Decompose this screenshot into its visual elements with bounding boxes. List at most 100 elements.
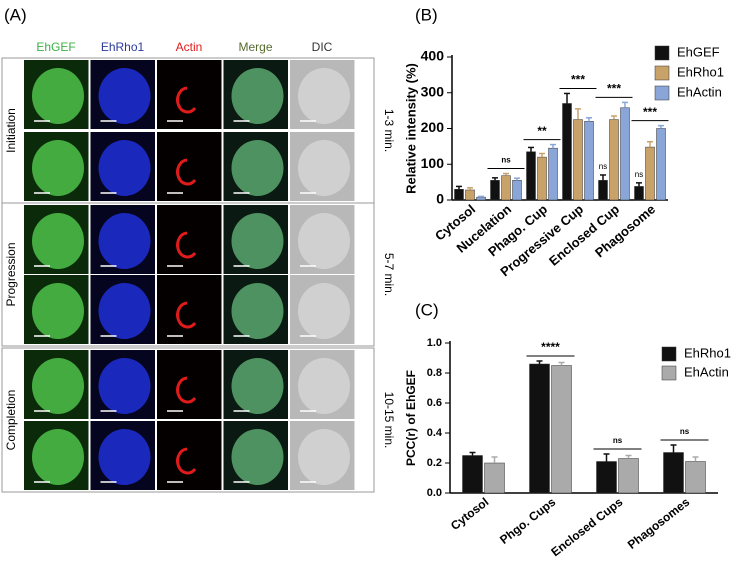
significance: *** [607, 82, 621, 96]
bar [656, 128, 666, 201]
cell [98, 283, 151, 339]
micrograph [157, 132, 222, 201]
significance: ns [613, 436, 623, 445]
bar [596, 461, 617, 494]
y-tick-label: 0.8 [427, 367, 442, 379]
y-axis-label: PCC(r) of EhGEF [404, 370, 418, 466]
cell [98, 213, 151, 269]
x-tick-label: Enclosed Cups [548, 495, 625, 560]
micrograph [157, 205, 222, 274]
x-tick-label: Phgo. Cups [497, 495, 558, 547]
bar [484, 462, 505, 494]
actin-signal [176, 158, 197, 186]
cell [32, 358, 84, 414]
y-tick-label: 0 [436, 191, 444, 207]
bar [454, 189, 464, 201]
x-tick-label: Cytosol [448, 495, 491, 533]
bar [501, 175, 511, 201]
significance: ns [599, 162, 607, 171]
legend-label: EhActin [684, 364, 729, 379]
bar [548, 147, 558, 201]
significance: ns [635, 170, 643, 179]
significance: **** [541, 340, 560, 354]
bar [584, 121, 594, 201]
cell [231, 213, 284, 269]
bar [620, 107, 630, 201]
cell [32, 213, 84, 269]
column-header: DIC [312, 40, 333, 54]
y-tick-label: 200 [421, 119, 445, 135]
y-tick-label: 0.4 [427, 427, 443, 439]
panel-label: (A) [4, 5, 27, 24]
bar [609, 119, 619, 201]
micrograph [157, 350, 222, 419]
significance: *** [571, 73, 585, 87]
cell [298, 213, 350, 269]
cell [32, 140, 84, 196]
group-frame [1, 347, 375, 493]
bar [598, 180, 608, 201]
cell [98, 68, 151, 124]
legend-label: EhGEF [677, 44, 720, 59]
bar [490, 180, 500, 201]
actin-signal [176, 231, 197, 259]
cell [32, 283, 84, 339]
group-frame [1, 202, 375, 347]
cell [98, 429, 151, 485]
y-tick-label: 400 [421, 48, 445, 64]
cell [298, 429, 350, 485]
legend-swatch [654, 45, 670, 61]
y-tick-label: 0.0 [427, 487, 442, 499]
bar [663, 452, 684, 494]
y-tick-label: 100 [421, 155, 445, 171]
micrograph [157, 60, 222, 129]
actin-signal [176, 376, 197, 404]
cell [298, 140, 350, 196]
stage-label: Completion [4, 390, 18, 451]
cell [298, 68, 350, 124]
y-tick-label: 1.0 [427, 337, 442, 349]
bar [685, 461, 706, 494]
cell [98, 358, 151, 414]
stage-label: Progression [4, 242, 18, 306]
bar [526, 151, 536, 201]
actin-signal [176, 301, 197, 329]
bar [551, 365, 572, 494]
y-tick-label: 0.2 [427, 457, 442, 469]
micrograph [157, 421, 222, 490]
panel-label: (C) [415, 300, 439, 319]
bar [512, 180, 522, 201]
cell [231, 358, 284, 414]
bar [476, 196, 486, 201]
legend-label: EhRho1 [677, 64, 724, 79]
legend-label: EhActin [677, 84, 722, 99]
significance: ns [501, 156, 511, 165]
bar [634, 186, 644, 201]
bar [573, 119, 583, 201]
bar [645, 146, 655, 201]
legend-swatch [661, 346, 677, 362]
time-label: 5-7 min. [382, 253, 396, 296]
bar [465, 189, 475, 201]
bar [529, 363, 550, 494]
cell [231, 68, 284, 124]
cell [32, 68, 84, 124]
column-header: EhRho1 [101, 40, 145, 54]
x-tick-label: Phagosomes [625, 495, 693, 552]
legend-swatch [654, 65, 670, 81]
column-header: EhGEF [36, 40, 75, 54]
significance: ** [537, 124, 547, 138]
panel-label: (B) [415, 5, 438, 24]
significance: ns [680, 427, 690, 436]
legend-label: EhRho1 [684, 345, 731, 360]
cell [231, 429, 284, 485]
bar [618, 458, 639, 494]
bar [462, 455, 483, 494]
legend-swatch [654, 85, 670, 101]
time-label: 1-3 min. [382, 109, 396, 152]
y-axis-label: Relative intensity (%) [403, 63, 418, 194]
stage-label: Initiation [4, 108, 18, 153]
legend-swatch [661, 365, 677, 381]
column-header: Merge [238, 40, 272, 54]
